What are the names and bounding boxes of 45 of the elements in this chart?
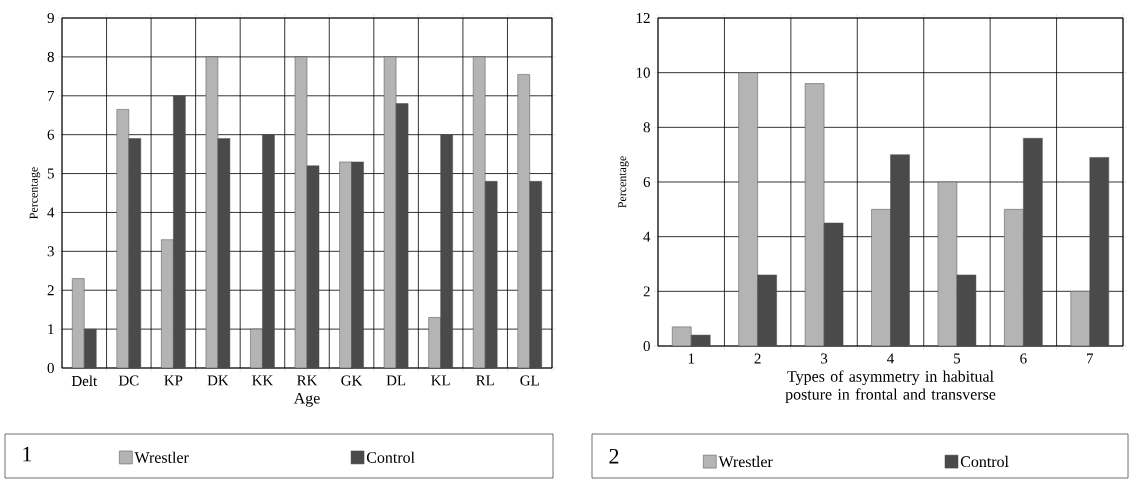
y-tick-label: 6: [643, 176, 651, 188]
x-tick-label: 6: [1020, 353, 1027, 364]
x-tick-label: GL: [520, 375, 539, 386]
x-tick-label: RK: [297, 375, 318, 386]
legend-label: Wrestler: [134, 451, 189, 463]
x-tick-label: 2: [754, 353, 761, 364]
legend-label: Control: [960, 455, 1009, 468]
x-tick-label: 5: [954, 353, 961, 364]
y-tick-label: 5: [47, 168, 54, 179]
x-tick-label: RL: [476, 375, 494, 386]
y-tick-label: 2: [47, 285, 54, 296]
legend-label: Control: [366, 451, 415, 463]
y-tick-label: 4: [643, 231, 651, 242]
x-tick-label: Delt: [71, 375, 98, 387]
x-tick-label: KK: [252, 375, 274, 386]
y-tick-label: 9: [47, 12, 54, 24]
y-tick-label: 0: [643, 340, 650, 352]
x-tick-label: 1: [688, 353, 695, 364]
y-axis-title: Percentage: [29, 167, 41, 219]
y-tick-label: 8: [643, 122, 650, 133]
x-tick-label: DL: [386, 375, 406, 386]
x-axis-title: Age: [293, 392, 320, 407]
x-tick-label: DK: [207, 375, 229, 386]
y-tick-label: 2: [643, 286, 650, 297]
x-axis-title: Types of asymmetry in habitual posture in frontal and transverse: [785, 370, 996, 403]
x-tick-label: 7: [1087, 353, 1094, 364]
text: 2: [609, 448, 619, 464]
y-tick-label: 7: [47, 90, 55, 101]
y-tick-label: 3: [47, 246, 54, 257]
legend-label: Wrestler: [718, 455, 773, 468]
y-tick-label: 12: [636, 13, 650, 23]
y-tick-label: 1: [48, 324, 54, 335]
y-axis-title: Percentage: [618, 156, 629, 208]
y-tick-label: 4: [47, 207, 55, 218]
y-tick-label: 10: [636, 67, 650, 78]
x-tick-label: DC: [118, 375, 139, 386]
y-tick-label: 0: [47, 362, 54, 374]
y-tick-label: 8: [47, 51, 54, 62]
text: 1: [23, 446, 32, 462]
x-tick-label: KP: [164, 375, 183, 386]
x-tick-label: 4: [887, 353, 894, 364]
x-tick-label: 3: [821, 353, 828, 364]
x-tick-label: KL: [431, 375, 450, 386]
x-tick-label: GK: [341, 375, 363, 386]
y-tick-label: 6: [47, 129, 55, 140]
